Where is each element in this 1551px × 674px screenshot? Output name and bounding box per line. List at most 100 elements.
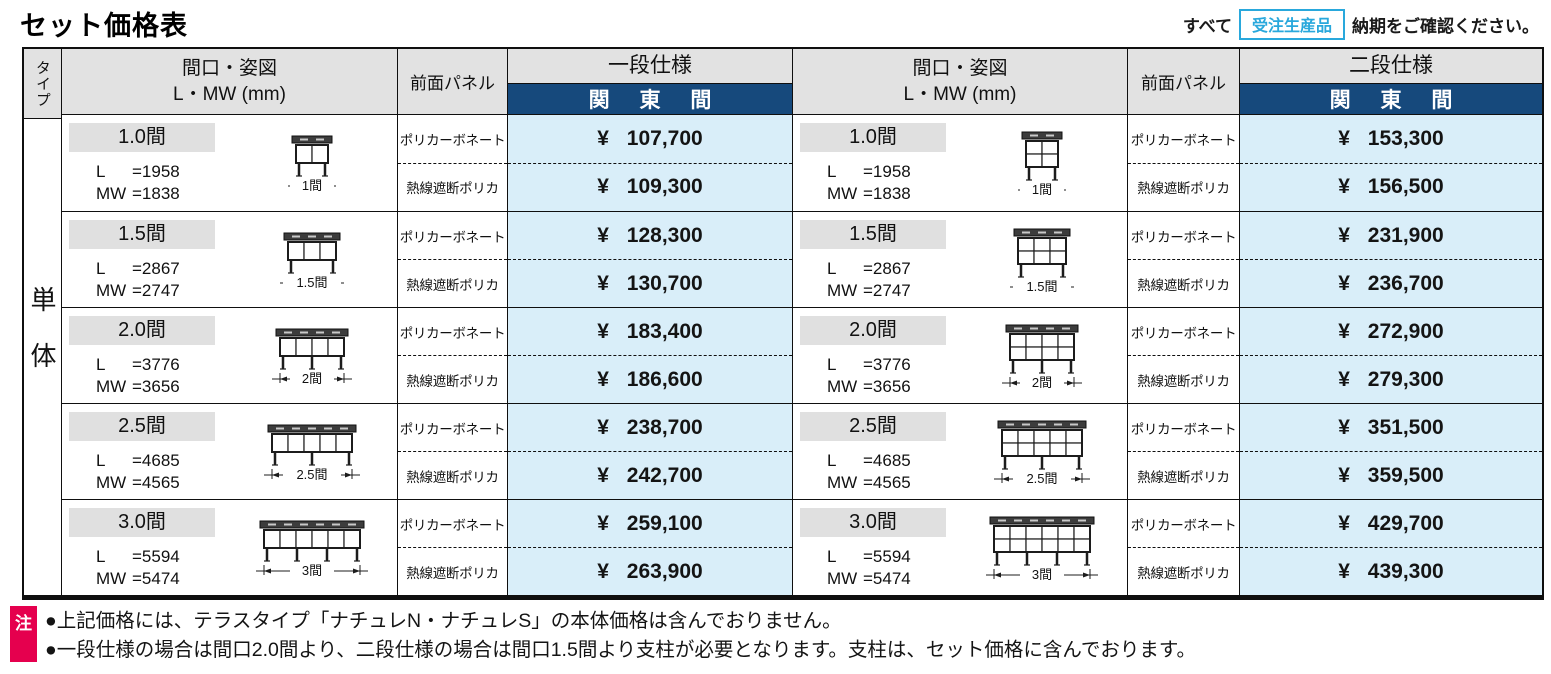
size-label: 2.5間: [69, 412, 215, 441]
price-value: ¥ 242,700: [508, 451, 792, 499]
dim-key: L: [96, 162, 106, 181]
dim-value: =2747: [132, 281, 180, 301]
price-value: ¥ 429,700: [1338, 511, 1444, 535]
facade-header-title: 間口・姿図: [181, 57, 277, 79]
dim-key: MW: [827, 377, 858, 397]
dim-key: L: [96, 547, 106, 566]
panel-type-cell: ポリカーボネート 熱線遮断ポリカ: [1127, 500, 1239, 595]
note-lines: ●上記価格には、テラスタイプ「ナチュレN・ナチュレS」の本体価格は含んでおりませ…: [45, 606, 1196, 666]
dimensions: L =2867 MW =2747: [66, 258, 228, 303]
dimension-label: 3間: [1032, 567, 1052, 582]
diagram-area: 2.5間: [959, 409, 1125, 497]
dimension-label: 3間: [301, 563, 321, 578]
price-value: ¥ 272,900: [1338, 319, 1444, 343]
dim-value: =3776: [132, 355, 180, 374]
price-cell: ¥ 272,900 ¥ 279,300: [1239, 308, 1542, 403]
dimension-label: 2間: [1032, 375, 1052, 390]
dim-value: =1958: [132, 162, 180, 181]
price-cell: ¥ 351,500 ¥ 359,500: [1239, 404, 1542, 499]
price-cell: ¥ 429,700 ¥ 439,300: [1239, 500, 1542, 595]
note-line: ●一段仕様の場合は間口2.0間より、二段仕様の場合は間口1.5間より支柱が必要と…: [45, 639, 1196, 662]
dim-value: =4565: [863, 473, 911, 493]
dim-value: =4685: [863, 451, 911, 470]
panel-type: 熱線遮断ポリカ: [1128, 355, 1239, 403]
panel-type: 熱線遮断ポリカ: [1128, 162, 1239, 212]
dimension-label: 2間: [301, 371, 321, 386]
facade-text: 3.0間 L =5594 MW =5474: [66, 505, 228, 593]
one-tier-elevation-diagram: 2間: [271, 328, 352, 386]
two-tier-elevation-diagram: 2間: [1002, 324, 1082, 390]
table-row: 2.0間 L =3776 MW =3656 2間 ポリカーボネート 熱線遮断ポリカ …: [62, 307, 1542, 403]
one-tier-elevation-diagram: 2.5間: [263, 424, 360, 482]
price-value: ¥ 231,900: [1338, 223, 1444, 247]
dimension-label: 1.5間: [296, 275, 327, 290]
dim-value: =4565: [132, 473, 180, 493]
facade-text: 3.0間 L =5594 MW =5474: [797, 505, 959, 593]
two-tier-spec-header: 二段仕様 関 東 間: [1239, 49, 1542, 114]
dimensions: L =1958 MW =1838: [66, 161, 228, 206]
panel-type: ポリカーボネート: [399, 517, 506, 533]
dim-key: MW: [827, 473, 858, 493]
price-value: ¥ 153,300: [1338, 126, 1444, 150]
dimensions: L =4685 MW =4565: [66, 450, 228, 495]
size-label: 3.0間: [69, 508, 215, 537]
dim-value: =2747: [863, 281, 911, 301]
dimension-label: 2.5間: [296, 467, 327, 482]
facade-text: 2.5間 L =4685 MW =4565: [66, 409, 228, 497]
facade-text: 1.5間 L =2867 MW =2747: [66, 217, 228, 305]
dim-key: L: [827, 547, 837, 566]
facade-cell: 3.0間 L =5594 MW =5474 3間: [62, 500, 397, 595]
dim-key: L: [827, 355, 837, 374]
size-label: 2.0間: [800, 316, 946, 345]
dim-value: =4685: [132, 451, 180, 470]
dimension-label: 1.5間: [1026, 279, 1057, 294]
diagram-area: 2間: [959, 313, 1125, 401]
diagram-area: 1.5間: [959, 217, 1125, 305]
table-row: 2.5間 L =4685 MW =4565 2.5間 ポリカーボネート 熱線遮断ポリ…: [62, 403, 1542, 499]
table-header-row: 間口・姿図 L・MW (mm) 前面パネル 一段仕様 関 東 間 間口・姿図 L…: [62, 49, 1542, 115]
facade-text: 2.5間 L =4685 MW =4565: [797, 409, 959, 497]
dimensions: L =5594 MW =5474: [66, 546, 228, 591]
diagram-area: 3間: [959, 505, 1125, 593]
type-column: タイプ 単体: [24, 49, 62, 595]
panel-type: ポリカーボネート: [1130, 325, 1237, 341]
facade-cell: 2.0間 L =3776 MW =3656 2間: [792, 308, 1127, 403]
dim-value: =2867: [863, 259, 911, 278]
made-to-order-badge: 受注生産品: [1238, 9, 1345, 40]
dim-key: MW: [96, 569, 127, 589]
dim-value: =1838: [863, 184, 911, 204]
notes: 注 ●上記価格には、テラスタイプ「ナチュレN・ナチュレS」の本体価格は含んでおり…: [10, 606, 1196, 666]
dim-value: =3776: [863, 355, 911, 374]
facade-text: 2.0間 L =3776 MW =3656: [66, 313, 228, 401]
size-label: 1.5間: [69, 220, 215, 249]
one-tier-spec-header: 一段仕様 関 東 間: [507, 49, 792, 114]
facade-cell: 2.5間 L =4685 MW =4565 2.5間: [62, 404, 397, 499]
price-value: ¥ 130,700: [508, 259, 792, 307]
dim-value: =1958: [863, 162, 911, 181]
dim-key: L: [827, 451, 837, 470]
two-tier-elevation-diagram: 3間: [986, 516, 1098, 582]
dim-key: L: [827, 162, 837, 181]
price-cell: ¥ 128,300 ¥ 130,700: [507, 212, 792, 307]
table-body: 1.0間 L =1958 MW =1838 1間 ポリカーボネート 熱線遮断ポリカ …: [62, 115, 1542, 595]
panel-type: ポリカーボネート: [399, 421, 506, 437]
facade-cell: 2.0間 L =3776 MW =3656 2間: [62, 308, 397, 403]
diagram-area: 1.5間: [228, 217, 395, 305]
price-value: ¥ 156,500: [1240, 162, 1542, 212]
dim-key: MW: [827, 569, 858, 589]
one-tier-elevation-diagram: 3間: [255, 520, 368, 578]
size-label: 3.0間: [800, 508, 946, 537]
price-value: ¥ 351,500: [1338, 415, 1444, 439]
panel-type: 熱線遮断ポリカ: [1128, 451, 1239, 499]
panel-type-cell: ポリカーボネート 熱線遮断ポリカ: [397, 404, 507, 499]
panel-type-cell: ポリカーボネート 熱線遮断ポリカ: [397, 212, 507, 307]
panel-type: 熱線遮断ポリカ: [1128, 259, 1239, 307]
note-badge: 注: [10, 606, 37, 662]
price-value: ¥ 236,700: [1240, 259, 1542, 307]
dim-key: MW: [96, 377, 127, 397]
facade-header-sub: L・MW (mm): [903, 83, 1017, 105]
facade-cell: 1.0間 L =1958 MW =1838 1間: [792, 115, 1127, 211]
price-cell: ¥ 153,300 ¥ 156,500: [1239, 115, 1542, 211]
size-label: 2.5間: [800, 412, 946, 441]
